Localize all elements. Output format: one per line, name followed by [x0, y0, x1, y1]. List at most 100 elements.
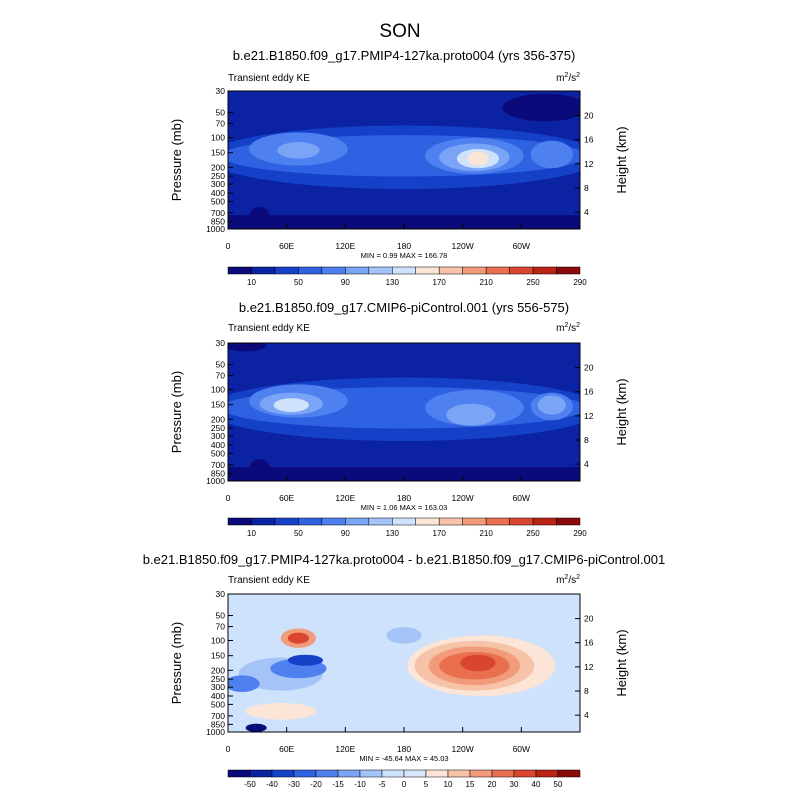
colorbar-swatch	[513, 769, 537, 778]
panel-stats: MIN = 1.06 MAX = 163.03	[361, 503, 448, 512]
colorbar-swatch	[532, 517, 557, 526]
colorbar-swatch	[345, 266, 370, 275]
colorbar-swatch	[249, 769, 273, 778]
y2-tick-label: 20	[584, 614, 594, 624]
y-tick-label: 300	[211, 431, 225, 441]
colorbar-swatch	[557, 769, 581, 778]
units-per: /s	[568, 73, 576, 84]
field-contour	[249, 206, 271, 229]
x-tick-label: 60E	[279, 241, 294, 251]
y2-tick-label: 8	[584, 686, 589, 696]
y-tick-label: 30	[216, 589, 226, 599]
y-tick-label: 200	[211, 665, 225, 675]
panel-variable-label: Transient eddy KE	[228, 73, 310, 84]
colorbar: 10 50 90 130 170 210 250 290	[227, 517, 587, 538]
colorbar-label: 40	[532, 780, 541, 789]
y2-tick-label: 16	[584, 638, 594, 648]
y2-tick-label: 8	[584, 183, 589, 193]
colorbar-swatch	[556, 517, 581, 526]
colorbar-swatch	[321, 517, 346, 526]
colorbar-swatch	[447, 769, 471, 778]
colorbar-label: 210	[479, 529, 493, 538]
units-exponent: 2	[564, 322, 568, 329]
y-tick-label: 500	[211, 699, 225, 709]
y-tick-label: 300	[211, 682, 225, 692]
panel-units-label: m2/s2	[556, 72, 580, 84]
colorbar-label: 210	[479, 278, 493, 287]
colorbar-swatch	[337, 769, 361, 778]
chart-panel-1: b.e21.B1850.f09_g17.PMIP4-127ka.proto004…	[169, 48, 629, 287]
colorbar-swatch	[271, 769, 295, 778]
y-tick-label: 250	[211, 423, 225, 433]
x-tick-label: 120E	[335, 493, 355, 503]
units-exponent: 2	[576, 574, 580, 581]
panel-variable-label: Transient eddy KE	[228, 575, 310, 586]
units-per: /s	[568, 323, 576, 334]
field-contour	[530, 140, 573, 169]
plot-area	[228, 594, 580, 732]
figure-title: SON	[379, 21, 420, 42]
colorbar-label: 5	[424, 780, 429, 789]
field-contour	[287, 654, 324, 666]
y-tick-label: 850	[211, 719, 225, 729]
y-tick-label: 700	[211, 711, 225, 721]
y-tick-label: 100	[211, 636, 225, 646]
x-tick-label: 60W	[513, 744, 530, 754]
x-tick-label: 60E	[279, 744, 294, 754]
colorbar-swatch	[392, 517, 416, 526]
colorbar-swatch	[485, 266, 510, 275]
y-tick-label: 30	[216, 86, 226, 96]
colorbar-swatch	[535, 769, 559, 778]
y-tick-label: 70	[216, 119, 226, 129]
colorbar-swatch	[298, 266, 323, 275]
y2-tick-label: 16	[584, 135, 594, 145]
colorbar-label: 15	[466, 780, 475, 789]
y-axis-label: Pressure (mb)	[169, 622, 184, 704]
y-tick-label: 200	[211, 162, 225, 172]
colorbar-swatch	[438, 517, 463, 526]
colorbar-swatch	[556, 266, 581, 275]
colorbar-label: 130	[386, 529, 400, 538]
colorbar-label: 10	[444, 780, 453, 789]
colorbar-swatch	[438, 266, 463, 275]
y2-axis-label: Height (km)	[614, 629, 629, 696]
y-tick-label: 400	[211, 188, 225, 198]
colorbar-label: 90	[341, 529, 350, 538]
field-contour	[537, 395, 566, 415]
colorbar-label: 10	[247, 529, 256, 538]
y-tick-label: 200	[211, 414, 225, 424]
colorbar-label: 250	[526, 529, 540, 538]
units-exponent: 2	[576, 322, 580, 329]
colorbar-swatch	[227, 769, 251, 778]
y-tick-label: 700	[211, 460, 225, 470]
y-tick-label: 400	[211, 691, 225, 701]
colorbar-label: 50	[554, 780, 563, 789]
colorbar-swatch	[425, 769, 449, 778]
field-contour	[249, 458, 271, 481]
y-tick-label: 700	[211, 208, 225, 218]
colorbar-label: -10	[354, 780, 366, 789]
x-tick-label: 60W	[513, 493, 530, 503]
units-base: m	[556, 575, 564, 586]
y-tick-label: 30	[216, 338, 226, 348]
y2-tick-label: 4	[584, 710, 589, 720]
field-contour	[277, 142, 320, 159]
panel-title: b.e21.B1850.f09_g17.PMIP4-127ka.proto004…	[233, 48, 576, 63]
y-tick-label: 50	[216, 360, 226, 370]
colorbar-swatch	[227, 266, 252, 275]
field-contour	[287, 632, 309, 644]
field-surface-band	[228, 215, 580, 229]
colorbar-swatch	[462, 517, 487, 526]
y-tick-label: 850	[211, 216, 225, 226]
colorbar-swatch	[403, 769, 427, 778]
y-axis-label: Pressure (mb)	[169, 371, 184, 453]
colorbar-swatch	[359, 769, 383, 778]
y-tick-label: 250	[211, 171, 225, 181]
colorbar-swatch	[251, 517, 276, 526]
panel-title: b.e21.B1850.f09_g17.PMIP4-127ka.proto004…	[143, 552, 666, 567]
x-tick-label: 180	[397, 241, 411, 251]
x-tick-label: 180	[397, 744, 411, 754]
colorbar-swatch	[321, 266, 346, 275]
y-tick-label: 1000	[206, 476, 225, 486]
